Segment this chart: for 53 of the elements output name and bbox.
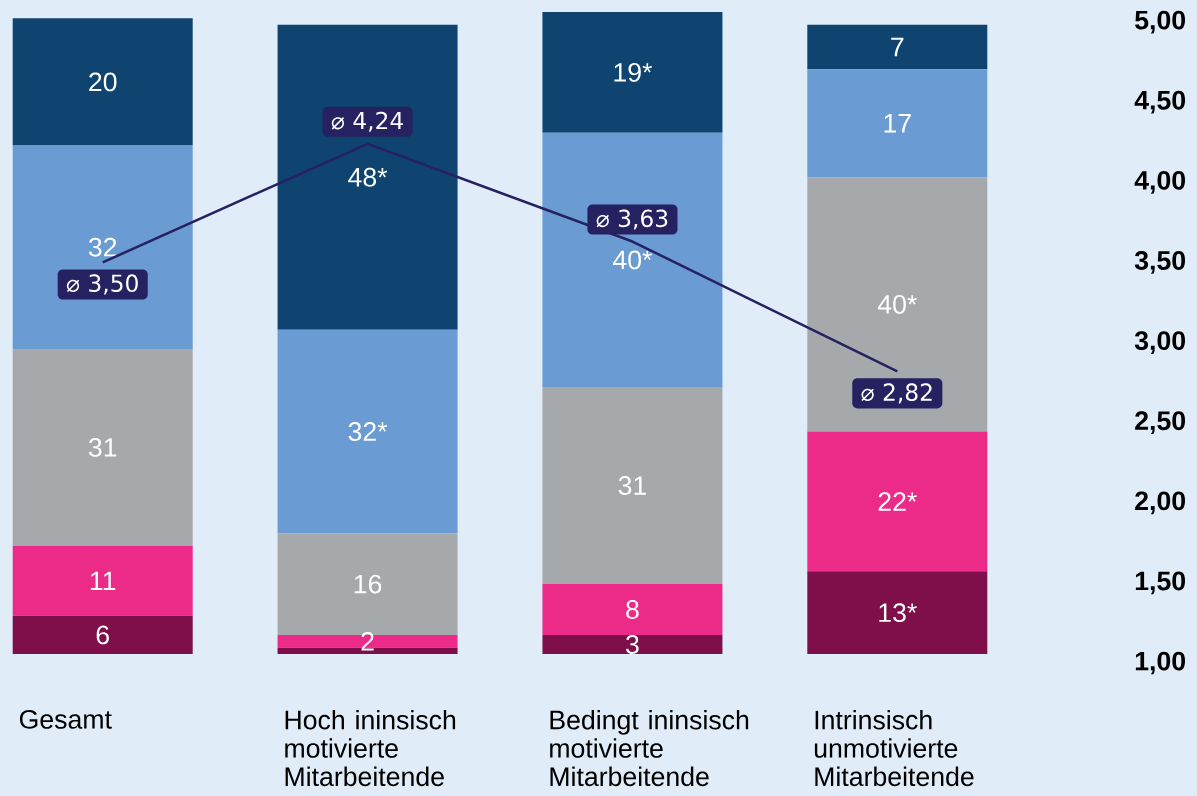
data-label: 11 xyxy=(90,571,116,591)
data-label: 2 xyxy=(361,631,374,651)
data-label: 40* xyxy=(613,250,653,270)
data-label: 7 xyxy=(891,37,904,57)
y2-tick-label: 3,50 xyxy=(1134,251,1186,274)
data-label: ⌀ 4,24 xyxy=(331,111,403,132)
data-label: 16 xyxy=(354,574,382,594)
bar xyxy=(12,145,193,349)
data-label: 31 xyxy=(618,476,646,495)
bar xyxy=(12,18,193,146)
x-tick-label: Bedingt ininsisch motivierte Mitarbeitende xyxy=(550,709,749,787)
data-label: 32 xyxy=(88,237,117,257)
data-label: 13* xyxy=(879,603,917,623)
bar xyxy=(542,387,723,585)
bar xyxy=(807,177,988,432)
bar xyxy=(542,584,723,635)
bar xyxy=(807,571,988,654)
bar xyxy=(12,348,193,546)
data-label: 19* xyxy=(614,62,653,82)
bar xyxy=(542,634,723,654)
x-tick-label: Intrinsisch unmotivierte Mitarbeitende xyxy=(814,709,974,787)
x-tick-label: Hoch ininsisch motivierte Mitarbeitende xyxy=(285,709,456,787)
y2-tick-label: 4,00 xyxy=(1134,170,1186,194)
x-tick-label: Gesamt xyxy=(19,709,112,729)
data-label: 3 xyxy=(626,635,639,654)
data-label: 8 xyxy=(626,600,639,619)
data-label: 40* xyxy=(877,294,917,314)
data-label: ⌀ 3,50 xyxy=(66,274,138,295)
y2-tick-label: 4,50 xyxy=(1134,90,1186,114)
bar xyxy=(807,431,988,572)
data-label: ⌀ 3,63 xyxy=(596,209,668,230)
data-label: 22* xyxy=(878,492,917,511)
bar xyxy=(807,24,988,70)
bar xyxy=(12,615,193,654)
y2-tick-label: 5,00 xyxy=(1135,10,1186,34)
data-label: 31 xyxy=(88,437,117,457)
data-label: ⌀ 2,82 xyxy=(861,383,932,404)
y2-tick-label: 1,50 xyxy=(1135,571,1186,595)
bar xyxy=(542,12,723,133)
data-label: 48* xyxy=(348,167,388,187)
y2-tick-label: 1,00 xyxy=(1135,651,1186,675)
y2-tick-label: 3,00 xyxy=(1134,331,1186,354)
data-label: 17 xyxy=(884,114,911,133)
y2-tick-label: 2,50 xyxy=(1135,411,1186,434)
bar xyxy=(12,545,193,616)
bar xyxy=(807,69,988,178)
y2-tick-label: 2,00 xyxy=(1135,491,1186,515)
bar xyxy=(277,24,458,330)
data-label: 6 xyxy=(96,625,109,645)
bar xyxy=(542,132,723,388)
bar xyxy=(277,329,458,534)
data-label: 20 xyxy=(89,72,117,92)
data-label: 32* xyxy=(348,422,388,441)
